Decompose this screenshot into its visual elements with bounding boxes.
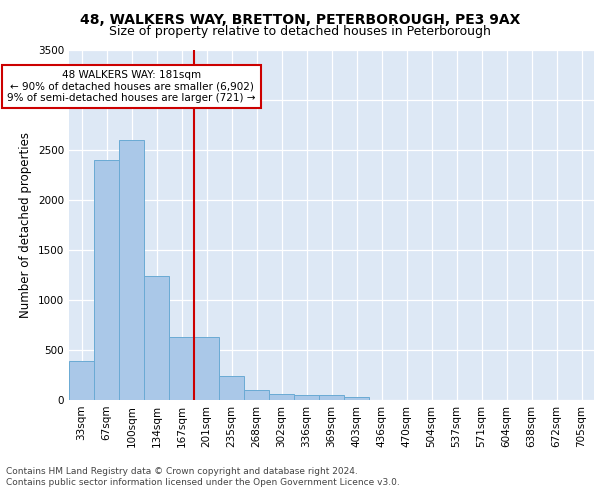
- Bar: [144, 276, 169, 400]
- Bar: [194, 337, 219, 400]
- Text: 48, WALKERS WAY, BRETTON, PETERBOROUGH, PE3 9AX: 48, WALKERS WAY, BRETTON, PETERBOROUGH, …: [80, 12, 520, 26]
- Bar: [294, 394, 319, 400]
- Text: Contains HM Land Registry data © Crown copyright and database right 2024.
Contai: Contains HM Land Registry data © Crown c…: [6, 468, 400, 487]
- Text: Size of property relative to detached houses in Peterborough: Size of property relative to detached ho…: [109, 25, 491, 38]
- Bar: [319, 394, 344, 400]
- Bar: [94, 160, 119, 400]
- Bar: [219, 376, 244, 400]
- Bar: [244, 390, 269, 400]
- Text: 48 WALKERS WAY: 181sqm
← 90% of detached houses are smaller (6,902)
9% of semi-d: 48 WALKERS WAY: 181sqm ← 90% of detached…: [7, 70, 256, 103]
- Bar: [344, 396, 369, 400]
- Bar: [269, 394, 294, 400]
- Bar: [119, 140, 144, 400]
- Y-axis label: Number of detached properties: Number of detached properties: [19, 132, 32, 318]
- Bar: [69, 361, 94, 400]
- Bar: [169, 337, 194, 400]
